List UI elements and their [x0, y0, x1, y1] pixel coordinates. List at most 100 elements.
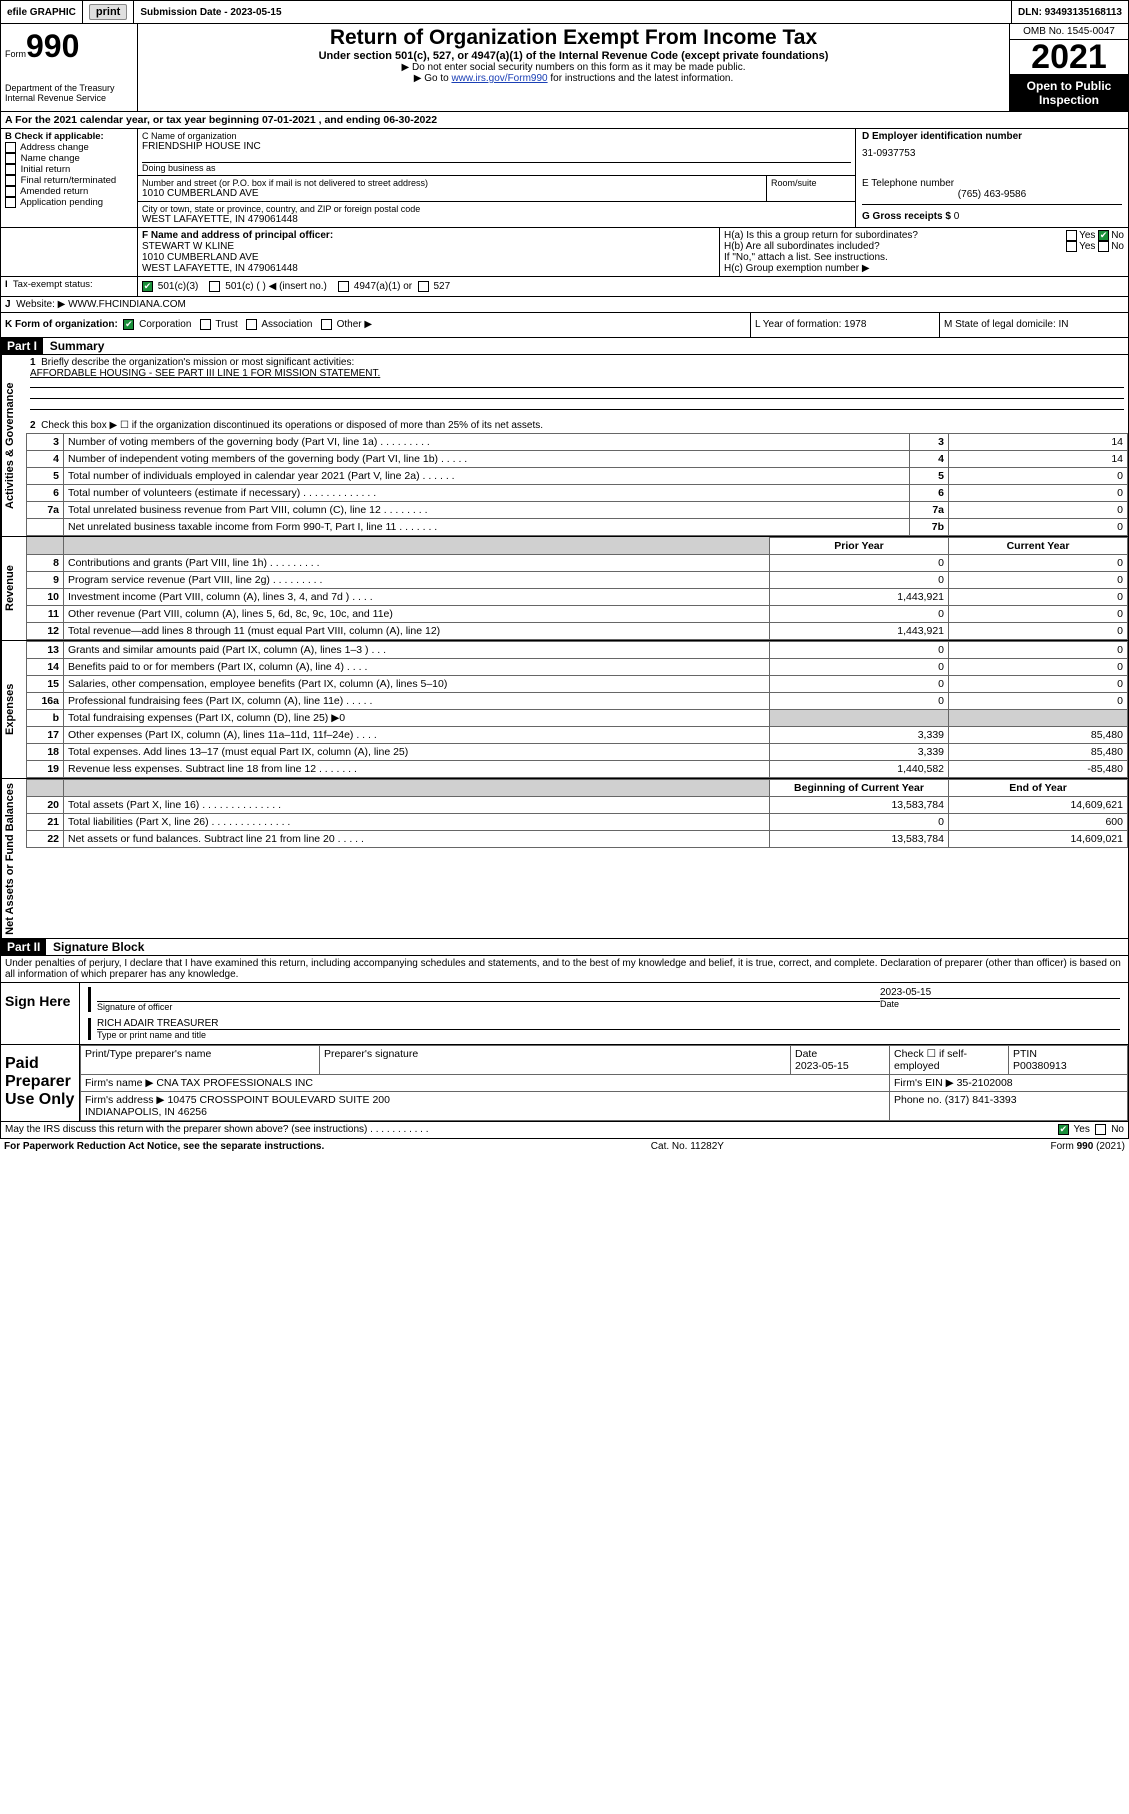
q2-num: 2 — [30, 420, 36, 431]
prep-sig-hdr: Preparer's signature — [320, 1046, 791, 1075]
paid-preparer-label: Paid Preparer Use Only — [1, 1045, 80, 1121]
table-row: 7aTotal unrelated business revenue from … — [27, 501, 1128, 518]
table-row: 22Net assets or fund balances. Subtract … — [27, 830, 1128, 847]
b-checkbox[interactable] — [5, 142, 16, 153]
line-a-mid: , and ending — [319, 114, 384, 126]
print-button[interactable]: print — [83, 1, 134, 23]
col-current: Current Year — [949, 537, 1128, 554]
501c-checkbox[interactable] — [209, 281, 220, 292]
sign-here-label: Sign Here — [1, 983, 80, 1044]
section-h: H(a) Is this a group return for subordin… — [720, 228, 1128, 276]
bcde-block: B Check if applicable: Address change Na… — [0, 129, 1129, 228]
firm-ein: 35-2102008 — [957, 1077, 1013, 1089]
ptin-hdr: PTIN — [1013, 1048, 1037, 1060]
b-checkbox[interactable] — [5, 175, 16, 186]
self-employed: Check ☐ if self-employed — [890, 1046, 1009, 1075]
officer-sign-name: RICH ADAIR TREASURER — [97, 1018, 1120, 1029]
table-row: 5Total number of individuals employed in… — [27, 467, 1128, 484]
ij-block: I Tax-exempt status: ✔ 501(c)(3) 501(c) … — [0, 277, 1129, 297]
dln: DLN: 93493135168113 — [1012, 1, 1128, 23]
501c3-checkbox[interactable]: ✔ — [142, 281, 153, 292]
4947-checkbox[interactable] — [338, 281, 349, 292]
opt-corp: Corporation — [139, 320, 191, 331]
officer-addr1: 1010 CUMBERLAND AVE — [142, 252, 715, 263]
part-ii-header: Part II Signature Block — [0, 939, 1129, 956]
g-gross-label: G Gross receipts $ — [862, 211, 954, 222]
q1-text: Briefly describe the organization's miss… — [41, 357, 354, 368]
form-word: Form — [5, 49, 26, 59]
form-990-number: 990 — [26, 28, 79, 64]
part-ii-title: Signature Block — [53, 940, 144, 954]
form-title: Return of Organization Exempt From Incom… — [144, 26, 1003, 50]
table-row: 6Total number of volunteers (estimate if… — [27, 484, 1128, 501]
pra-notice: For Paperwork Reduction Act Notice, see … — [4, 1141, 324, 1152]
prep-date-hdr: Date — [795, 1048, 817, 1060]
table-row: 11Other revenue (Part VIII, column (A), … — [27, 605, 1128, 622]
table-row: Net unrelated business taxable income fr… — [27, 518, 1128, 535]
rev-table: Prior Year Current Year 8Contributions a… — [26, 537, 1128, 640]
tax-year: 2021 — [1010, 40, 1128, 75]
title-block: Return of Organization Exempt From Incom… — [138, 24, 1009, 111]
b-item: Initial return — [5, 164, 133, 175]
ha-no-checkbox[interactable]: ✔ — [1098, 230, 1109, 241]
exp-table: 13Grants and similar amounts paid (Part … — [26, 641, 1128, 778]
section-b: B Check if applicable: Address change Na… — [1, 129, 138, 227]
tax-year-end: 06-30-2022 — [383, 114, 437, 126]
ein-value: 31-0937753 — [862, 148, 1122, 159]
b-checkbox[interactable] — [5, 164, 16, 175]
date-label: Date — [880, 999, 1120, 1009]
footer-form-no: 990 — [1077, 1141, 1094, 1152]
yes-text: Yes — [1079, 230, 1095, 241]
b-checkbox[interactable] — [5, 153, 16, 164]
part-i-badge: Part I — [1, 338, 43, 354]
tax-exempt-label: Tax-exempt status: — [13, 279, 93, 290]
opt-other: Other ▶ — [337, 320, 372, 331]
open-public: Open to Public Inspection — [1010, 75, 1128, 111]
net-table: Beginning of Current Year End of Year 20… — [26, 779, 1128, 848]
discuss-question: May the IRS discuss this return with the… — [5, 1124, 429, 1135]
page-footer: For Paperwork Reduction Act Notice, see … — [0, 1139, 1129, 1154]
firm-phone-lbl: Phone no. — [894, 1094, 945, 1106]
discuss-no-checkbox[interactable] — [1095, 1124, 1106, 1135]
opt-assoc: Association — [261, 320, 312, 331]
other-checkbox[interactable] — [321, 319, 332, 330]
fh-block: F Name and address of principal officer:… — [0, 228, 1129, 277]
hb-yes-checkbox[interactable] — [1066, 241, 1077, 252]
signature-label: Signature of officer — [97, 1002, 880, 1012]
hb-no-checkbox[interactable] — [1098, 241, 1109, 252]
org-name: FRIENDSHIP HOUSE INC — [142, 141, 851, 152]
rev-section: Revenue Prior Year Current Year 8Contrib… — [0, 537, 1129, 641]
b-checkbox[interactable] — [5, 186, 16, 197]
top-bar: efile GRAPHIC print Submission Date - 20… — [0, 0, 1129, 24]
m-label: M State of legal domicile: — [944, 319, 1059, 330]
b-checkbox[interactable] — [5, 197, 16, 208]
part-i-header: Part I Summary — [0, 338, 1129, 355]
ha-yes-checkbox[interactable] — [1066, 230, 1077, 241]
perjury-declaration: Under penalties of perjury, I declare th… — [0, 956, 1129, 983]
i-label-col: I Tax-exempt status: — [1, 277, 138, 296]
form-header: Form990 Department of the Treasury Inter… — [0, 24, 1129, 112]
gov-section: Activities & Governance 1 Briefly descri… — [0, 355, 1129, 537]
website-value: WWW.FHCINDIANA.COM — [68, 299, 186, 310]
527-checkbox[interactable] — [418, 281, 429, 292]
opt-4947: 4947(a)(1) or — [354, 281, 412, 292]
assoc-checkbox[interactable] — [246, 319, 257, 330]
officer-name: STEWART W KLINE — [142, 241, 715, 252]
trust-checkbox[interactable] — [200, 319, 211, 330]
irs-link[interactable]: www.irs.gov/Form990 — [451, 73, 547, 84]
table-row: 15Salaries, other compensation, employee… — [27, 675, 1128, 692]
discuss-yes-checkbox[interactable]: ✔ — [1058, 1124, 1069, 1135]
sign-block: Sign Here Signature of officer 2023-05-1… — [0, 983, 1129, 1045]
ptin-value: P00380913 — [1013, 1060, 1067, 1072]
form-subtitle: Under section 501(c), 527, or 4947(a)(1)… — [144, 50, 1003, 62]
q2-text: Check this box ▶ ☐ if the organization d… — [41, 420, 543, 431]
dept-treasury: Department of the Treasury Internal Reve… — [5, 83, 133, 103]
officer-addr2: WEST LAFAYETTE, IN 479061448 — [142, 263, 715, 274]
q1-num: 1 — [30, 357, 36, 368]
j-block: J Website: ▶ WWW.FHCINDIANA.COM — [0, 297, 1129, 313]
corp-checkbox[interactable]: ✔ — [123, 319, 134, 330]
part-i-title: Summary — [50, 339, 105, 353]
e-phone-label: E Telephone number — [862, 178, 1122, 189]
goto-line: ▶ Go to www.irs.gov/Form990 for instruct… — [144, 73, 1003, 84]
firm-name-lbl: Firm's name ▶ — [85, 1077, 153, 1089]
